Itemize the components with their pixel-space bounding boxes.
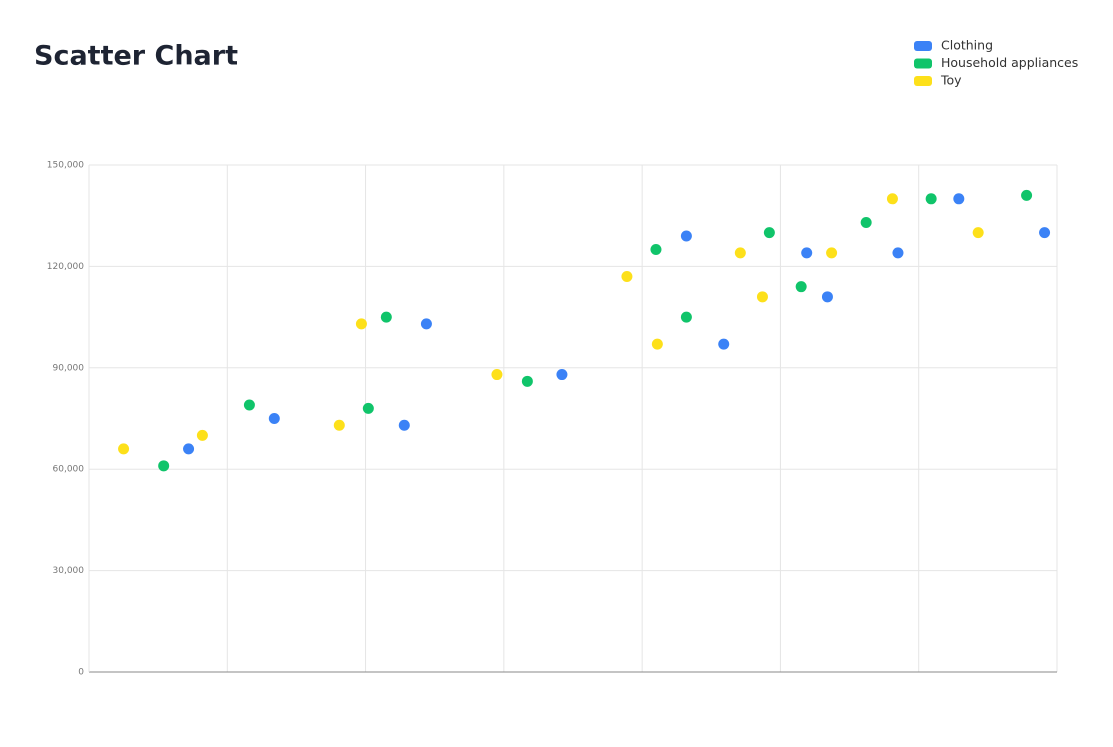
point xyxy=(650,244,662,255)
point xyxy=(860,216,872,228)
point xyxy=(801,247,813,259)
point xyxy=(355,318,367,330)
point xyxy=(621,271,633,283)
legend-label: Clothing xyxy=(941,38,993,53)
y-tick-label: 120,000 xyxy=(47,262,84,272)
point xyxy=(925,193,937,205)
point xyxy=(892,247,904,259)
point xyxy=(380,311,392,323)
point xyxy=(680,230,692,242)
point xyxy=(521,375,533,387)
point xyxy=(1021,189,1033,201)
point xyxy=(333,419,345,431)
legend-label: Household appliances xyxy=(941,55,1078,70)
y-tick-label: 150,000 xyxy=(47,161,84,171)
point xyxy=(734,247,746,259)
chart-title: Scatter Chart xyxy=(34,41,238,72)
point xyxy=(243,399,255,411)
point xyxy=(718,338,730,350)
point xyxy=(556,369,568,381)
point xyxy=(953,193,965,205)
point xyxy=(420,318,432,330)
point xyxy=(268,413,280,424)
point xyxy=(158,460,170,472)
legend-label: Toy xyxy=(940,73,962,88)
y-tick-label: 60,000 xyxy=(53,465,85,475)
y-tick-label: 30,000 xyxy=(53,566,85,576)
point xyxy=(491,369,503,381)
point xyxy=(680,311,692,323)
point xyxy=(756,291,768,303)
point xyxy=(886,193,898,205)
point xyxy=(651,338,663,350)
point xyxy=(398,419,410,431)
point xyxy=(821,291,833,303)
legend-swatch xyxy=(914,58,932,69)
point xyxy=(362,402,374,414)
point xyxy=(795,281,807,293)
point xyxy=(763,227,775,239)
y-tick-label: 90,000 xyxy=(53,363,85,373)
point xyxy=(118,443,130,455)
legend-swatch xyxy=(914,41,932,51)
point xyxy=(1039,227,1051,239)
legend-swatch xyxy=(914,76,932,86)
point xyxy=(826,247,838,259)
y-tick-label: 0 xyxy=(78,668,84,678)
point xyxy=(183,443,195,455)
point xyxy=(972,227,984,239)
point xyxy=(196,429,208,441)
